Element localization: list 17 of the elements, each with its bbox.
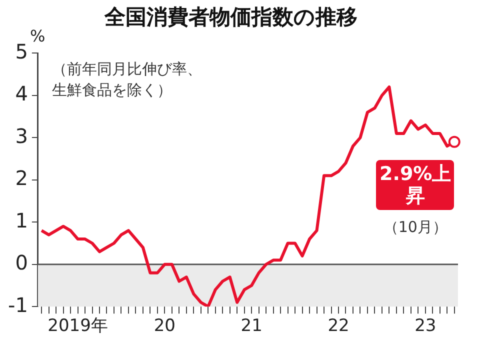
y-tick-label: 5 [15,39,28,64]
x-tick-label: 23 [414,316,436,336]
y-tick-label: 4 [15,82,28,106]
y-axis-title: % [30,26,46,46]
y-tick-label: 3 [15,124,28,148]
annotation: 2.9%上昇 [376,160,454,210]
x-tick-label: 21 [240,316,262,336]
x-tick-label: 2019年 [48,316,108,336]
x-tick-label: 20 [154,316,176,336]
y-tick-label: -1 [8,292,28,317]
chart-title: 全国消費者物価指数の推移 [104,5,358,30]
y-tick-label: 1 [15,208,28,232]
x-tick-label: 22 [328,316,350,336]
annotation: （10月） [382,218,448,237]
y-tick-label: 2 [15,166,28,190]
y-tick-label: 0 [15,250,28,275]
annotation: （前年同月比伸び率、生鮮食品を除く） [52,59,203,102]
